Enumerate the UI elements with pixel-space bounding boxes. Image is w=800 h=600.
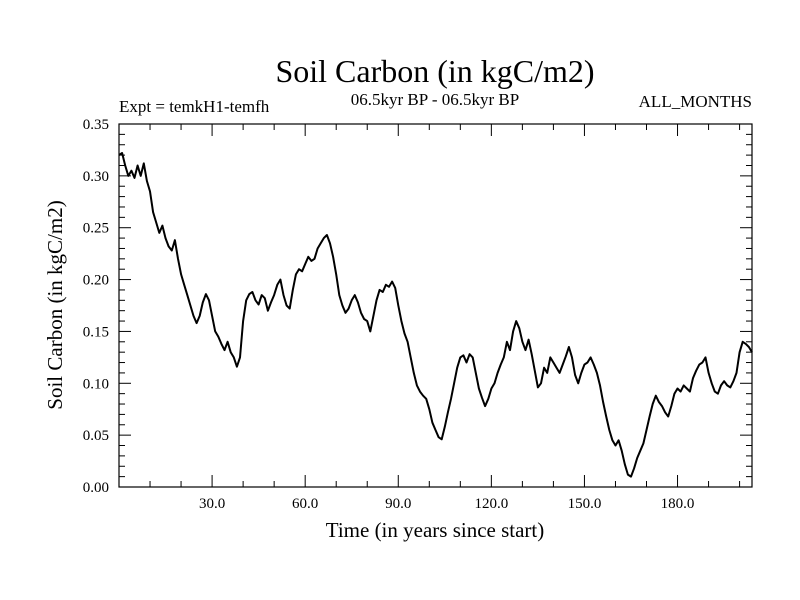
y-tick-label: 0.15 (83, 324, 109, 340)
x-axis-tick-labels: 30.0 60.0 90.0 120.0 150.0 180.0 (199, 496, 694, 512)
x-axis-label: Time (in years since start) (326, 518, 545, 542)
chart-title: Soil Carbon (in kgC/m2) (275, 53, 594, 89)
x-tick-label: 120.0 (474, 496, 508, 512)
y-tick-label: 0.30 (83, 169, 109, 185)
x-tick-label: 30.0 (199, 496, 225, 512)
y-axis-tick-labels: 0.00 0.05 0.10 0.15 0.20 0.25 0.30 0.35 (83, 117, 109, 496)
series-line-soil-carbon (118, 152, 753, 478)
x-tick-label: 90.0 (385, 496, 411, 512)
y-tick-label: 0.00 (83, 480, 109, 496)
y-tick-label: 0.10 (83, 376, 109, 392)
subtitle-center: 06.5kyr BP - 06.5kyr BP (351, 90, 519, 109)
x-tick-label: 180.0 (661, 496, 695, 512)
x-tick-label: 60.0 (292, 496, 318, 512)
plot-frame (118, 123, 753, 488)
subtitle-left: Expt = temkH1-temfh (119, 97, 270, 116)
y-axis-label: Soil Carbon (in kgC/m2) (43, 200, 67, 409)
y-tick-label: 0.35 (83, 117, 109, 133)
y-tick-label: 0.20 (83, 273, 109, 289)
subtitle-right: ALL_MONTHS (639, 92, 752, 111)
x-tick-label: 150.0 (568, 496, 602, 512)
x-axis-ticks (149, 124, 741, 487)
y-tick-label: 0.05 (83, 428, 109, 444)
y-axis-ticks (119, 123, 752, 488)
y-tick-label: 0.25 (83, 221, 109, 237)
